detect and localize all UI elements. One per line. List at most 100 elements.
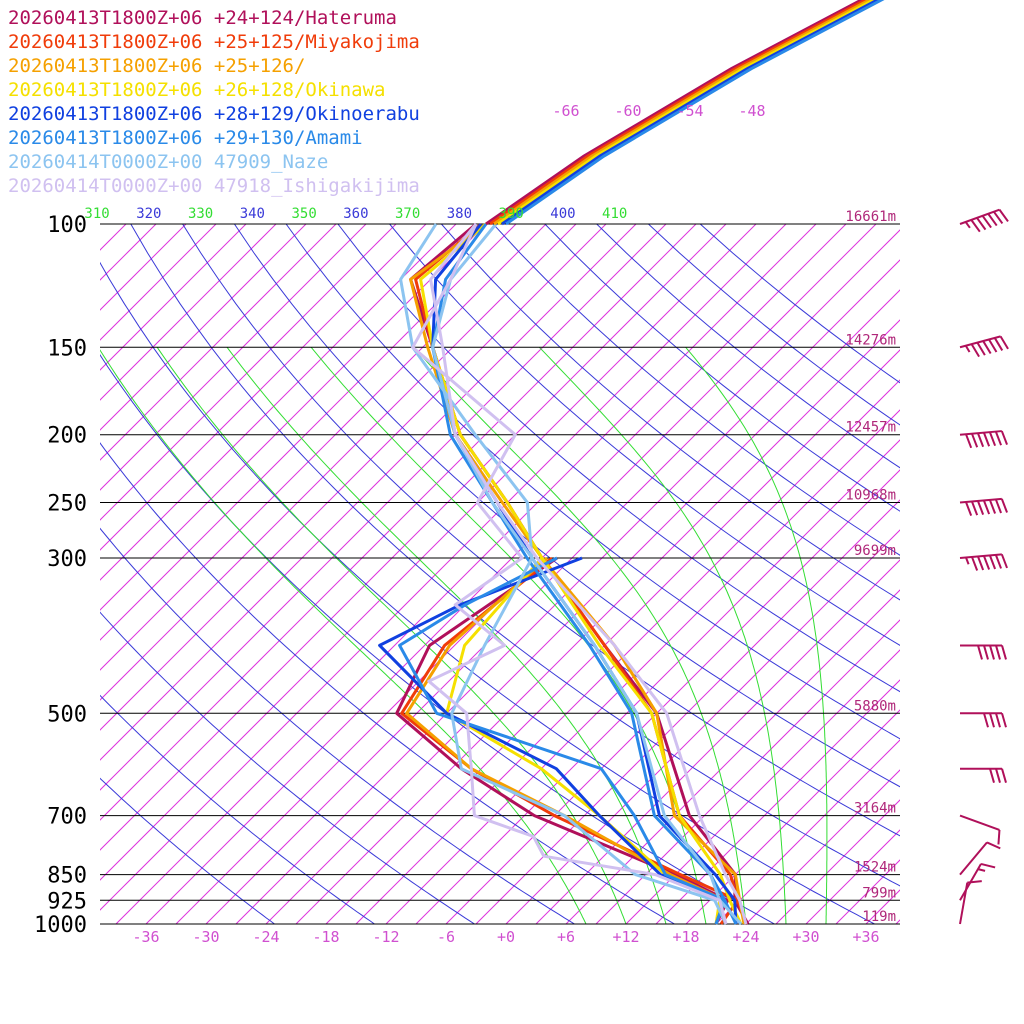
upper-temperature-profile-line <box>501 0 881 226</box>
wind-barb-flag <box>994 431 1003 446</box>
height-label: 799m <box>862 885 896 901</box>
wind-barb-flag <box>989 713 995 728</box>
moist-adiabat-line <box>413 346 747 924</box>
wind-barb-flag <box>1000 553 1008 569</box>
height-label: 3164m <box>854 801 896 817</box>
isotherm-line <box>0 224 6 924</box>
legend-entry: 20260414T0000Z+00 47909_Naze <box>8 151 328 173</box>
legend-entry: 20260413T1800Z+06 +24+124/Hateruma <box>8 7 397 29</box>
wind-barb-flag <box>976 432 985 448</box>
temperature-tick-label: +18 <box>672 928 699 946</box>
wind-barb <box>960 712 1007 728</box>
wind-barb <box>959 430 1008 449</box>
dewpoint-profile-line <box>411 223 728 925</box>
wind-barb-half-flag <box>977 868 986 872</box>
theta-label: 320 <box>136 206 161 222</box>
theta-label: 390 <box>499 206 524 222</box>
isotherm-line <box>100 224 337 461</box>
isotherm-line <box>100 224 757 881</box>
wind-barb-flag <box>967 880 982 884</box>
upper-temperature-tick-label: -66 <box>552 102 579 120</box>
wind-barbs <box>959 208 1009 925</box>
isotherm-line <box>895 919 900 924</box>
temperature-tick-label: -30 <box>192 928 219 946</box>
dewpoint-profile-line <box>398 556 727 925</box>
isotherm-line <box>100 224 427 551</box>
moist-adiabat-line <box>539 346 787 924</box>
wind-barb-flag <box>971 501 979 516</box>
wind-barb-flag <box>993 337 1004 351</box>
wind-barb-flag <box>1001 713 1007 728</box>
theta-label: 400 <box>550 206 575 222</box>
wind-barb <box>959 814 1001 845</box>
wind-barb-staff <box>959 882 969 925</box>
moist-adiabat-line <box>226 347 667 924</box>
pressure-tick-label: 925 <box>47 889 87 914</box>
isotherm-line <box>100 224 517 641</box>
upper-temperature-tick-label: -60 <box>614 102 641 120</box>
legend-entry: 20260413T1800Z+06 +29+130/Amami <box>8 127 363 149</box>
wind-barb-staff <box>959 841 988 876</box>
legend-entry: 20260413T1800Z+06 +28+129/Okinoerabu <box>8 103 420 125</box>
dewpoint-profile-line <box>378 556 727 925</box>
isotherm-line <box>235 259 900 924</box>
isotherm-line <box>835 859 900 924</box>
isotherm-line <box>100 224 457 581</box>
wind-barb-flag <box>971 433 979 448</box>
wind-barb-flag <box>965 501 973 516</box>
wind-barb-flag <box>965 433 973 449</box>
wind-barb <box>959 880 982 925</box>
isotherm-line <box>100 224 487 611</box>
theta-label: 380 <box>447 206 472 222</box>
isotherm-line <box>865 889 900 924</box>
wind-barb-half-flag <box>964 345 971 353</box>
pressure-tick-label: 700 <box>47 805 87 830</box>
wind-barb-flag <box>982 555 991 570</box>
theta-label: 360 <box>343 206 368 222</box>
legend-entry: 20260413T1800Z+06 +25+126/ <box>8 55 305 77</box>
isotherm-line <box>100 224 307 431</box>
wind-barb-half-flag <box>965 557 970 565</box>
wind-barb-flag <box>970 219 981 233</box>
legend: 20260413T1800Z+06 +24+124/Hateruma 202604… <box>8 7 420 197</box>
dry-adiabat-line <box>544 224 900 512</box>
isotherm-line <box>115 224 817 924</box>
wind-barb-flag <box>988 499 997 514</box>
wind-barb-flag <box>982 432 991 447</box>
wind-barb-flag <box>989 645 995 660</box>
temperature-profile-line <box>409 222 746 925</box>
wind-barb-staff <box>959 814 1000 831</box>
wind-barb-flag <box>977 645 983 660</box>
wind-barb-flag <box>982 340 992 355</box>
wind-barb <box>960 644 1007 660</box>
moist-adiabat-line <box>100 349 587 924</box>
moist-adiabat-line <box>156 347 627 924</box>
wind-barb-flag <box>1000 430 1008 446</box>
wind-barb-flag <box>995 768 1001 783</box>
wind-barb <box>959 497 1008 516</box>
temperature-tick-label: +12 <box>612 928 639 946</box>
wind-barb-flag <box>988 338 998 353</box>
isotherm-line <box>745 769 900 924</box>
upper-temperature-profile-line <box>505 0 885 226</box>
theta-label: 370 <box>395 206 420 222</box>
theta-label: 340 <box>240 206 265 222</box>
temperature-tick-label: -18 <box>312 928 339 946</box>
isotherm-line <box>100 224 187 311</box>
wind-barb-flag <box>1001 645 1007 660</box>
pressure-tick-label: 150 <box>47 336 87 361</box>
isotherm-line <box>325 349 900 924</box>
isotherm-line <box>100 224 727 851</box>
isotherm-line <box>100 224 367 491</box>
wind-barb-flag <box>983 713 989 728</box>
wind-barb-flag <box>982 500 991 515</box>
wind-barb-flag <box>988 431 997 447</box>
upper-temperature-profile-line <box>497 0 877 226</box>
temperature-tick-label: +6 <box>557 928 575 946</box>
temperature-tick-label: -36 <box>132 928 159 946</box>
height-label: 5880m <box>854 698 896 714</box>
wind-barb <box>959 841 1001 876</box>
height-label: 16661m <box>845 209 896 225</box>
height-label: 14276m <box>845 332 896 348</box>
height-label: 12457m <box>845 420 896 436</box>
